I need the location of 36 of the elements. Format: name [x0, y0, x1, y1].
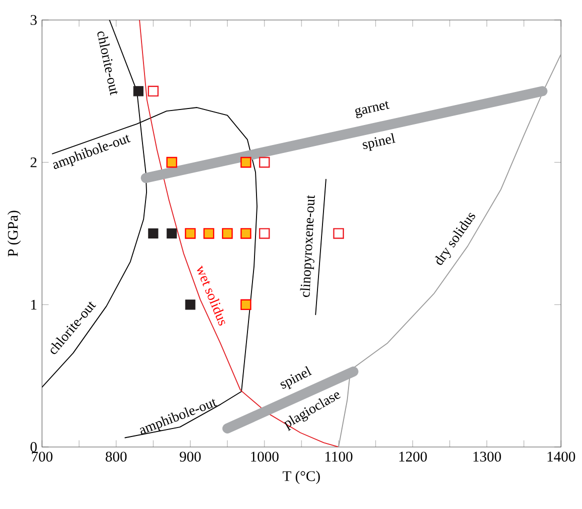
y-axis-title: P (GPa)	[8, 210, 21, 256]
annotation: wet solidus	[196, 265, 226, 326]
x-tick-label: 1300	[473, 452, 501, 462]
point	[259, 228, 270, 239]
x-tick-label: 1100	[325, 452, 352, 462]
y-tick-label: 0	[30, 442, 37, 452]
point	[166, 228, 177, 239]
point	[148, 86, 159, 97]
line-series	[139, 20, 340, 447]
point	[203, 228, 214, 239]
point	[240, 299, 252, 310]
annotation: chlorite-out	[97, 31, 118, 96]
x-tick-label: 1200	[399, 452, 427, 462]
point	[240, 228, 252, 239]
point	[259, 156, 270, 168]
point	[184, 228, 196, 239]
point	[333, 228, 344, 239]
x-axis-title: T (°C)	[282, 470, 320, 484]
x-tick-label: 1000	[251, 452, 279, 462]
annotation: spinel	[362, 133, 396, 152]
x-tick-label: 1400	[548, 452, 576, 462]
x-tick-label: 800	[106, 452, 127, 462]
y-tick-label: 3	[30, 15, 37, 25]
point	[133, 86, 144, 96]
point	[222, 228, 233, 239]
point	[240, 156, 252, 168]
point	[166, 156, 178, 168]
x-tick-label: 700	[32, 452, 52, 462]
y-tick-label: 2	[30, 157, 36, 168]
annotation: garnet	[355, 101, 390, 118]
annotation: spinel	[280, 366, 312, 390]
annotation: clinopyroxene-out	[300, 195, 315, 298]
point	[185, 300, 196, 310]
x-tick-label: 900	[180, 452, 201, 462]
y-tick-label: 1	[31, 300, 36, 310]
point	[148, 228, 158, 239]
